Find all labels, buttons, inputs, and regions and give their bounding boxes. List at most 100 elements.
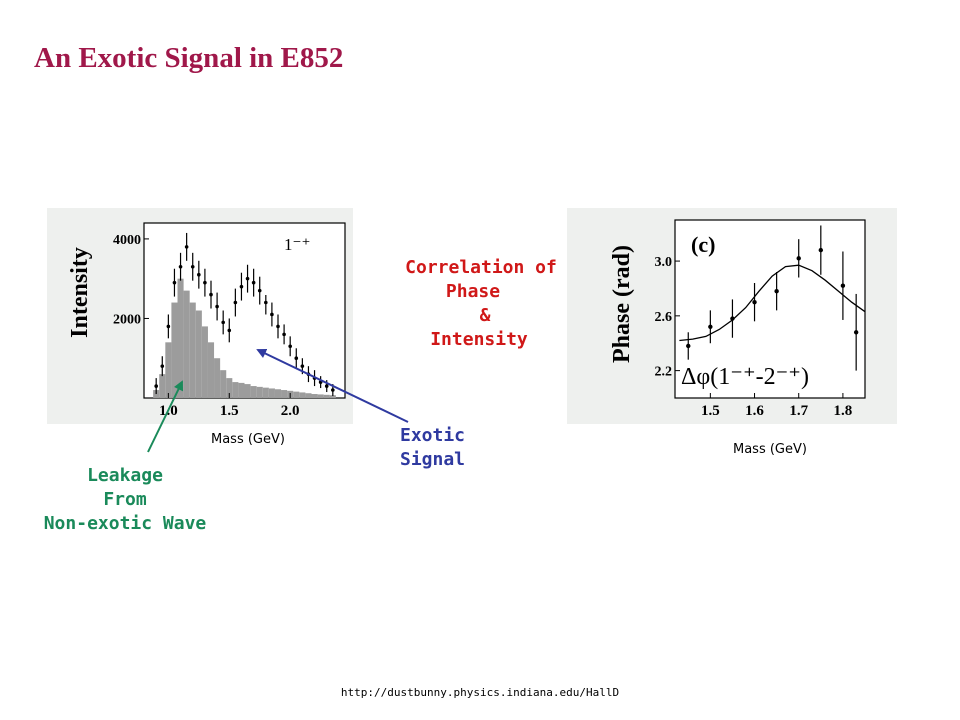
phase-data-point (708, 324, 713, 329)
exotic-signal-annotation: Exotic Signal (400, 424, 465, 472)
intensity-data-point (245, 276, 250, 281)
intensity-data-point (251, 280, 256, 285)
y-axis-title: Phase (rad) (609, 245, 635, 363)
intensity-data-point (324, 384, 329, 388)
y-axis-title: Intensity (67, 247, 93, 338)
intensity-data-point (166, 324, 171, 329)
histogram-bar (220, 370, 227, 398)
histogram-bar (232, 382, 239, 398)
histogram-bar (256, 386, 263, 398)
intensity-data-point (257, 288, 262, 293)
phase-chart-xlabel: Mass (GeV) (733, 442, 807, 457)
correlation-line-1: Correlation of (405, 257, 557, 278)
x-tick-label: 2.0 (281, 403, 300, 419)
intensity-data-point (294, 356, 299, 361)
panel-label: (c) (691, 232, 715, 257)
phase-data-point (730, 316, 735, 321)
histogram-bar (183, 290, 190, 398)
correlation-line-3: & (479, 305, 491, 326)
histogram-bar (159, 374, 166, 398)
histogram-bar (274, 389, 282, 398)
intensity-data-point (209, 292, 213, 297)
y-tick-label: 2.6 (655, 310, 673, 325)
phase-plot-area (674, 219, 866, 399)
phase-data-point (752, 299, 757, 305)
intensity-data-point (288, 344, 292, 349)
exotic-line-1: Exotic (400, 425, 466, 446)
footer-url: http://dustbunny.physics.indiana.edu/Hal… (340, 686, 620, 699)
slide-title: An Exotic Signal in E852 (34, 42, 344, 74)
exotic-signal-arrow (256, 348, 409, 423)
histogram-bar (201, 326, 208, 398)
intensity-data-point (282, 332, 286, 337)
histogram-bar (195, 310, 202, 398)
correlation-line-2: Phase (445, 281, 501, 302)
y-tick-label: 4000 (113, 233, 141, 248)
phase-chart-panel: 1.5 1.6 1.7 1.8 2.2 2.6 3.0 Phase (rad) (c) Δφ(1⁻… (567, 208, 897, 424)
intensity-data-point (233, 300, 238, 305)
histogram-bar (177, 278, 184, 398)
histogram-bar (250, 386, 257, 398)
leakage-line-2: From (103, 489, 147, 510)
intensity-data-point (172, 280, 177, 285)
y-tick-label: 2.2 (655, 365, 673, 380)
series-label: Δφ(1⁻⁺-2⁻⁺) (681, 364, 809, 390)
legend-box (264, 230, 336, 295)
histogram-bar (262, 387, 269, 398)
intensity-data-point (154, 384, 158, 388)
histogram-bar (153, 390, 160, 398)
intensity-data-point (178, 264, 183, 269)
correlation-line-4: Intensity (430, 329, 528, 350)
intensity-data-point (276, 324, 280, 329)
intensity-data-point (264, 300, 268, 305)
correlation-annotation: Correlation of Phase & Intensity (396, 256, 566, 352)
histogram-bar (226, 378, 233, 398)
histogram-bar (323, 394, 330, 398)
intensity-data-point (227, 328, 232, 333)
histogram-bar (293, 391, 300, 398)
phase-data-point (840, 283, 846, 288)
phase-data-point (818, 247, 824, 253)
leakage-annotation: Leakage From Non-exotic Wave (10, 464, 240, 536)
intensity-chart-xlabel: Mass (GeV) (211, 432, 285, 447)
intensity-data-point (300, 364, 305, 368)
x-tick-label: 1.5 (701, 403, 720, 419)
intensity-data-point (160, 364, 165, 368)
histogram-bar (238, 382, 245, 398)
histogram-bar (281, 390, 288, 398)
intensity-data-point (197, 272, 201, 277)
histogram-bar (329, 395, 336, 398)
histogram-bar (244, 384, 251, 398)
leakage-arrow (147, 380, 184, 453)
histogram-bar (165, 342, 172, 398)
leakage-line-3: Non-exotic Wave (43, 513, 207, 534)
histogram-bar (171, 302, 178, 398)
phase-data-point (796, 256, 801, 261)
histogram-bar (207, 342, 215, 398)
histogram-bar (268, 388, 275, 398)
intensity-data-point (221, 320, 225, 325)
x-tick-label: 1.7 (789, 403, 808, 419)
legend-label: 1⁻⁺ (284, 235, 310, 254)
phase-chart: 1.5 1.6 1.7 1.8 2.2 2.6 3.0 Phase (rad) (c) Δφ(1⁻… (609, 219, 866, 419)
histogram-bar (305, 393, 312, 398)
phase-data-point (774, 289, 779, 294)
histogram-bar (214, 358, 221, 398)
intensity-data-point (184, 245, 189, 249)
histogram-bar (189, 302, 196, 398)
intensity-data-point (331, 388, 335, 392)
x-tick-label: 1.5 (220, 403, 239, 419)
histogram-bar (299, 392, 306, 398)
intensity-data-point (270, 312, 274, 317)
histogram-bar (317, 394, 324, 398)
intensity-data-point (190, 264, 195, 269)
phase-data-point (686, 343, 691, 349)
exotic-line-2: Signal (400, 449, 466, 470)
histogram-bar (311, 394, 318, 398)
intensity-data-point (239, 284, 244, 289)
phase-data-point (853, 330, 859, 335)
leakage-line-1: Leakage (87, 465, 163, 486)
